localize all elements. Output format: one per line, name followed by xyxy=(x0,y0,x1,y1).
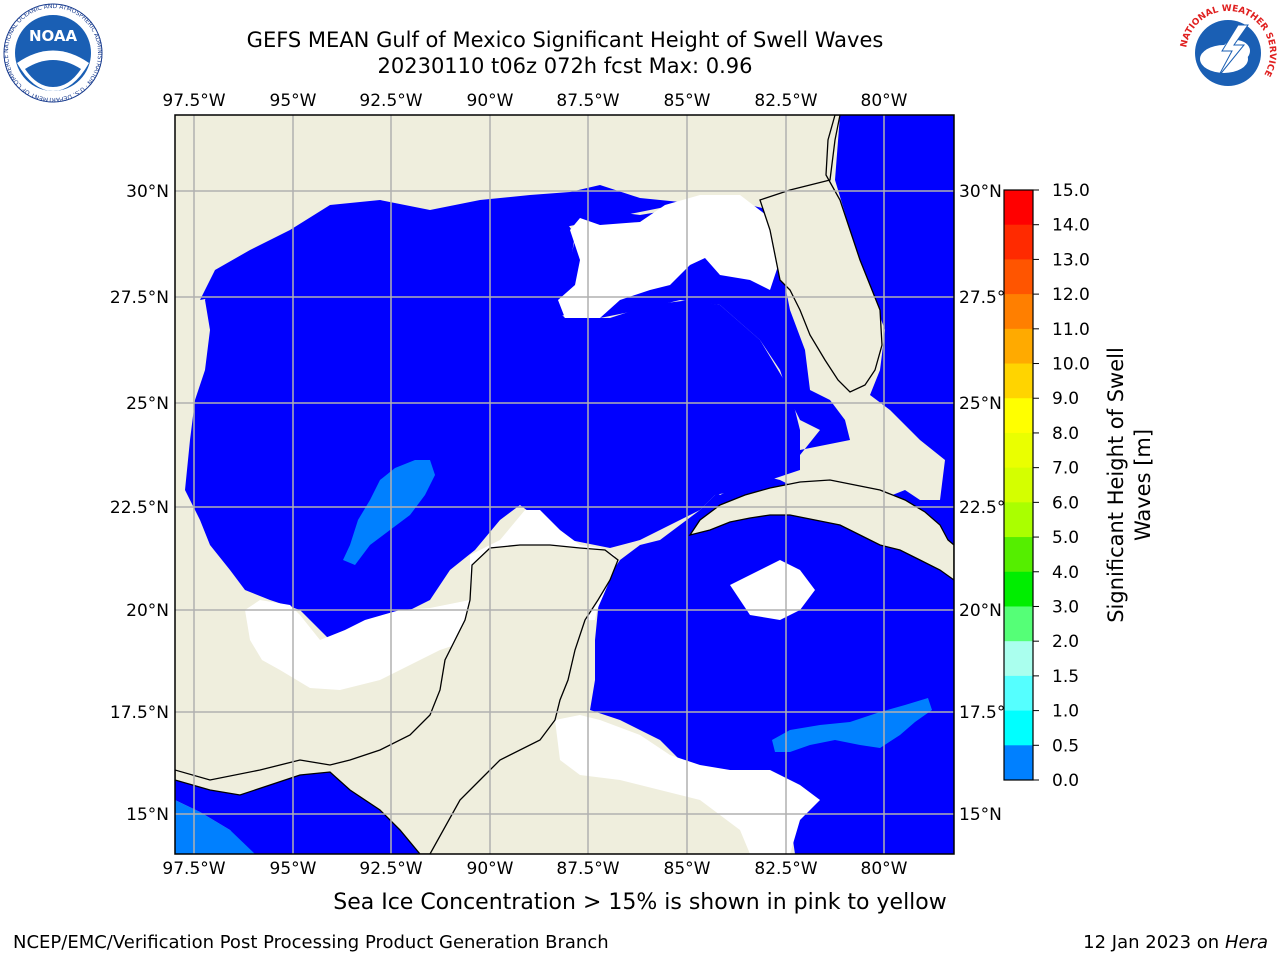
lon-label: 95°W xyxy=(270,859,317,879)
lon-label: 95°W xyxy=(270,91,317,111)
lat-label: 30°N xyxy=(959,182,1002,202)
colorbar-tick-label: 4.0 xyxy=(1052,563,1079,583)
swell-patch-central xyxy=(343,460,435,565)
lat-label: 27.5°N xyxy=(959,288,1018,308)
colorbar-segment xyxy=(1004,363,1033,399)
chart-title: GEFS MEAN Gulf of Mexico Significant Hei… xyxy=(246,28,884,52)
lat-label: 20°N xyxy=(959,601,1002,621)
colorbar-tick-label: 13.0 xyxy=(1052,250,1090,270)
map-area xyxy=(175,115,954,854)
colorbar-segment xyxy=(1004,224,1033,260)
lat-label: 15°N xyxy=(126,805,169,825)
lon-label: 87.5°W xyxy=(556,859,619,879)
colorbar-segment xyxy=(1004,606,1033,642)
colorbar-tick-label: 7.0 xyxy=(1052,459,1079,479)
colorbar-segment xyxy=(1004,571,1033,607)
colorbar-tick-label: 10.0 xyxy=(1052,355,1090,375)
gulf-main xyxy=(185,198,800,640)
lon-label: 87.5°W xyxy=(556,91,619,111)
footer-date-text: 12 Jan 2023 on xyxy=(1083,932,1225,953)
grid-lines xyxy=(175,115,954,854)
lon-label: 97.5°W xyxy=(162,859,225,879)
footer-credit: NCEP/EMC/Verification Post Processing Pr… xyxy=(13,932,609,953)
colorbar-label-line1: Significant Height of Swell xyxy=(1104,347,1128,623)
lon-label: 90°W xyxy=(467,859,514,879)
colorbar-tick-label: 3.0 xyxy=(1052,597,1079,617)
land-yucatan xyxy=(175,544,619,854)
lat-label: 30°N xyxy=(126,182,169,202)
colorbar-segment xyxy=(1004,641,1033,677)
lon-label: 82.5°W xyxy=(754,859,817,879)
colorbar-segment xyxy=(1004,675,1033,712)
lat-label: 20°N xyxy=(126,601,169,621)
colorbar-segment xyxy=(1004,259,1033,295)
colorbar-segment xyxy=(1004,710,1033,746)
colorbar-segment xyxy=(1004,467,1033,503)
lon-label: 82.5°W xyxy=(754,91,817,111)
lon-label: 92.5°W xyxy=(359,91,422,111)
lon-label: 80°W xyxy=(861,859,908,879)
nodata-bay-campeche xyxy=(245,600,470,690)
gulf-ocean xyxy=(200,115,954,854)
colorbar-segment xyxy=(1004,432,1033,469)
land-florida xyxy=(759,115,883,393)
lat-label: 25°N xyxy=(126,394,169,414)
colorbar-segment xyxy=(1004,294,1033,330)
land-cuba xyxy=(688,479,954,581)
colorbar-tick-label: 0.5 xyxy=(1052,736,1079,756)
colorbar-tick-label: 0.0 xyxy=(1052,771,1079,791)
nws-logo-icon: NATIONAL WEATHER SERVICE xyxy=(1179,4,1277,101)
colorbar-tick-label: 15.0 xyxy=(1052,181,1090,201)
lon-label: 85°W xyxy=(664,859,711,879)
lat-label: 22.5°N xyxy=(959,498,1018,518)
colorbar-tick-label: 1.5 xyxy=(1052,667,1079,687)
colorbar-tick-label: 14.0 xyxy=(1052,216,1090,236)
colorbar-ticks: 15.0 14.0 13.0 12.0 11.0 10.0 9.0 8.0 7.0 6.0 5.0 4… xyxy=(1033,181,1090,791)
colorbar-segment xyxy=(1004,190,1033,226)
lat-label: 17.5°N xyxy=(110,703,169,723)
lat-label: 15°N xyxy=(959,805,1002,825)
colorbar-tick-label: 8.0 xyxy=(1052,424,1079,444)
lon-labels-top: 97.5°W 95°W 92.5°W 90°W 87.5°W 85°W 82.5… xyxy=(162,91,907,111)
nodata-east-gulf xyxy=(558,195,780,318)
footer-machine: Hera xyxy=(1224,932,1268,953)
lon-label: 90°W xyxy=(467,91,514,111)
colorbar-tick-label: 9.0 xyxy=(1052,389,1079,409)
lat-labels-right: 30°N 27.5°N 25°N 22.5°N 20°N 17.5°N 15°N xyxy=(959,182,1018,825)
lon-label: 80°W xyxy=(861,91,908,111)
noaa-logo-icon: NATIONAL OCEANIC AND ATMOSPHERIC ADMINIS… xyxy=(3,3,103,103)
colorbar-tick-label: 2.0 xyxy=(1052,632,1079,652)
colorbar-frame xyxy=(1003,189,1034,781)
lat-label: 25°N xyxy=(959,394,1002,414)
lat-label: 27.5°N xyxy=(110,288,169,308)
nodata-caribbean xyxy=(730,560,815,620)
colorbar xyxy=(1003,189,1034,781)
colorbar-tick-label: 1.0 xyxy=(1052,702,1079,722)
lat-labels-left: 30°N 27.5°N 25°N 22.5°N 20°N 17.5°N 15°N xyxy=(110,182,169,825)
colorbar-tick-label: 12.0 xyxy=(1052,285,1090,305)
colorbar-tick-label: 5.0 xyxy=(1052,528,1079,548)
lon-label: 92.5°W xyxy=(359,859,422,879)
lon-labels-bottom: 97.5°W 95°W 92.5°W 90°W 87.5°W 85°W 82.5… xyxy=(162,859,907,879)
map-frame xyxy=(174,114,955,855)
colorbar-segment xyxy=(1004,537,1033,573)
lon-label: 97.5°W xyxy=(162,91,225,111)
lat-label: 22.5°N xyxy=(110,498,169,518)
colorbar-tick-label: 6.0 xyxy=(1052,493,1079,513)
lat-label: 17.5°N xyxy=(959,703,1018,723)
chart-subtitle: 20230110 t06z 072h fcst Max: 0.96 xyxy=(377,54,753,78)
pacific-ocean xyxy=(175,772,420,854)
colorbar-label-line2: Waves [m] xyxy=(1131,429,1155,541)
colorbar-segment xyxy=(1004,328,1033,365)
noaa-logo-text: NOAA xyxy=(29,27,78,45)
colorbar-segment xyxy=(1004,398,1033,434)
footer-date: 12 Jan 2023 on Hera xyxy=(1083,932,1268,953)
colorbar-segment xyxy=(1004,745,1033,781)
colorbar-segment xyxy=(1004,502,1033,538)
lon-label: 85°W xyxy=(664,91,711,111)
colorbar-tick-label: 11.0 xyxy=(1052,320,1090,340)
sea-ice-note: Sea Ice Concentration > 15% is shown in … xyxy=(333,890,947,915)
